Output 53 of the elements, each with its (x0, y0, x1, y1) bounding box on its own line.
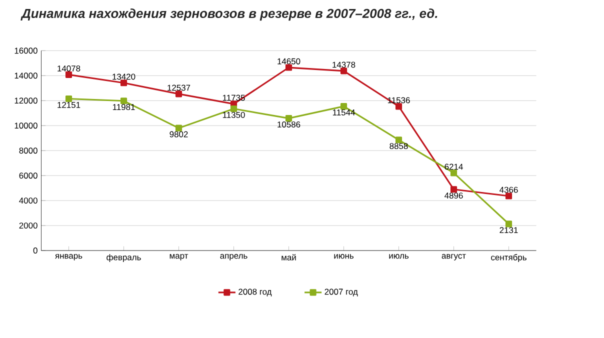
point (120, 80, 128, 86)
y-tick-label: 6000 (19, 172, 38, 179)
point (395, 103, 402, 110)
data-label: 11544 (332, 110, 355, 116)
point (120, 98, 128, 104)
data-label: 14650 (278, 58, 300, 64)
point (285, 115, 292, 122)
x-tick-label: июль (389, 254, 409, 259)
point (340, 103, 348, 110)
y-tick-label: 4000 (19, 198, 38, 204)
data-label: 2131 (500, 227, 518, 234)
x-tick-label: август (442, 254, 466, 260)
point (230, 105, 238, 112)
x-tick-label: март (170, 254, 188, 260)
x-tick-label: февраль (106, 254, 141, 262)
data-label: 11981 (112, 104, 135, 110)
data-label: 13420 (112, 74, 136, 80)
data-label: 10586 (278, 121, 300, 128)
chart-title: Динамика нахождения зерновозов в резерве в 2007–2008 гг., ед. (20, 8, 438, 21)
point (175, 90, 182, 98)
data-label: 11350 (222, 112, 245, 118)
point (340, 68, 348, 74)
x-tick-label: май (282, 254, 296, 260)
x-tick-label: апрель (220, 254, 248, 260)
y-tick-label: 2000 (19, 222, 38, 229)
y-tick-label: 10000 (14, 122, 38, 129)
point (285, 64, 292, 71)
y-tick-label: 0 (33, 248, 38, 254)
x-tick-label: январь (55, 254, 82, 260)
point (65, 71, 72, 78)
legend-label: 2008 год (238, 288, 272, 296)
data-label: 9802 (170, 131, 188, 138)
x-tick-label: июнь (334, 254, 354, 259)
point (450, 170, 458, 176)
point (505, 220, 512, 228)
data-label: 4896 (444, 192, 463, 199)
data-label: 14378 (332, 62, 356, 68)
point (395, 136, 402, 144)
data-label: 8858 (390, 143, 408, 150)
y-tick-label: 8000 (19, 148, 38, 154)
y-tick-label: 12000 (14, 98, 38, 104)
point (505, 192, 512, 200)
data-label: 12537 (168, 84, 190, 91)
data-label: 14078 (58, 65, 80, 72)
data-label: 12151 (58, 102, 80, 108)
data-label: 4366 (500, 186, 518, 193)
y-tick-label: 14000 (14, 72, 38, 79)
point (175, 124, 182, 132)
legend-label: 2007 год (324, 288, 358, 296)
y-tick-label: 16000 (14, 48, 38, 54)
x-tick-label: сентябрь (491, 254, 526, 262)
point (450, 186, 458, 193)
data-label: 6214 (444, 164, 463, 170)
